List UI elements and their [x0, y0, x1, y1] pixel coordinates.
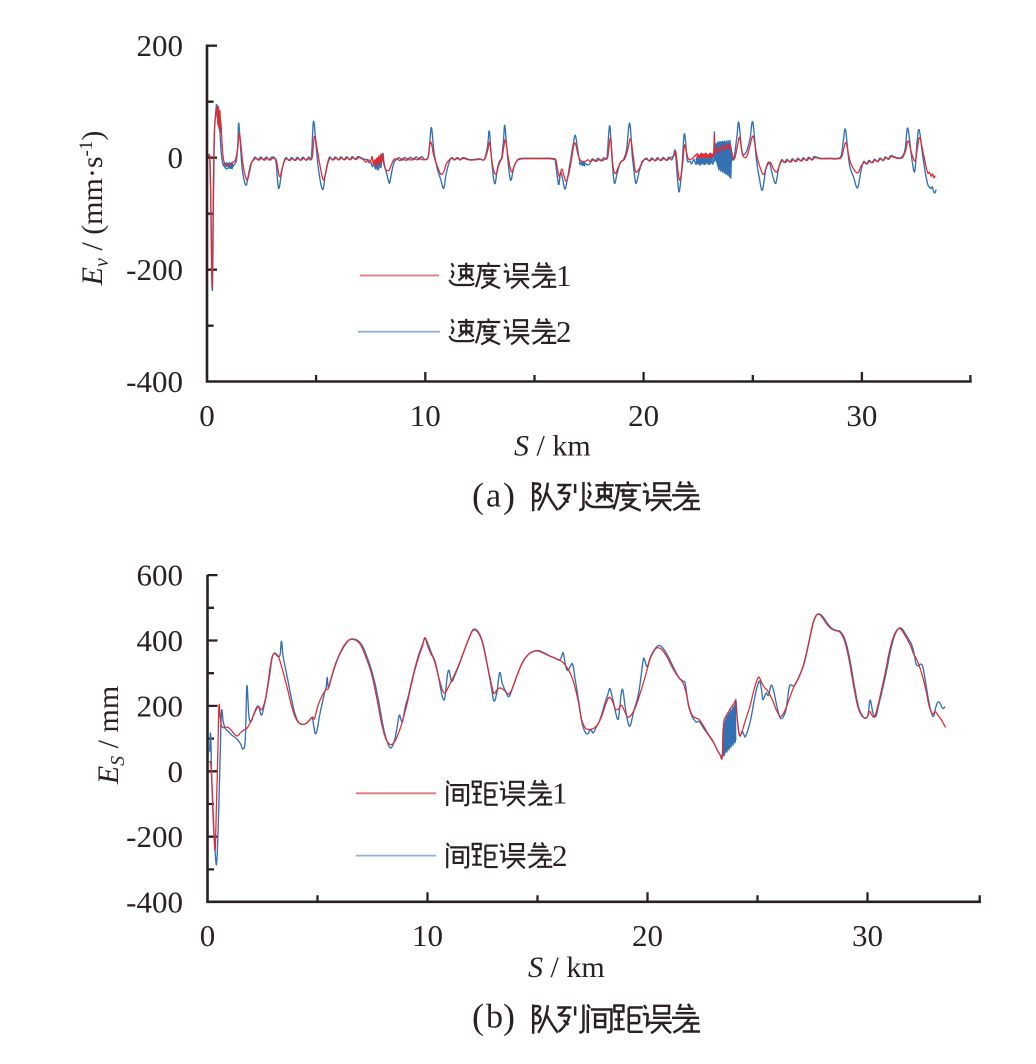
svg-text:): )	[503, 997, 515, 1037]
svg-text:S / km: S / km	[514, 430, 591, 463]
svg-text:30: 30	[846, 398, 877, 433]
svg-text:0: 0	[199, 398, 215, 433]
svg-text:0: 0	[168, 754, 184, 789]
svg-text:400: 400	[137, 623, 184, 658]
svg-text:): )	[503, 476, 515, 516]
svg-text:30: 30	[852, 918, 883, 953]
svg-text:200: 200	[137, 688, 184, 723]
svg-text:(: (	[472, 997, 484, 1037]
svg-text:0: 0	[168, 140, 184, 175]
svg-text:ES / mm: ES / mm	[92, 686, 129, 785]
svg-text:20: 20	[628, 398, 659, 433]
svg-text:200: 200	[137, 28, 184, 63]
svg-text:-200: -200	[126, 252, 183, 287]
svg-text:S / km: S / km	[528, 951, 605, 984]
svg-text:-200: -200	[126, 819, 183, 854]
svg-text:20: 20	[632, 918, 663, 953]
svg-text:-400: -400	[126, 364, 183, 399]
svg-text:b: b	[486, 999, 503, 1036]
svg-text:Ev / (mm·s-1): Ev / (mm·s-1)	[76, 131, 113, 287]
svg-text:0: 0	[200, 918, 216, 953]
svg-text:1: 1	[556, 258, 572, 293]
svg-text:10: 10	[410, 398, 441, 433]
svg-text:1: 1	[552, 776, 568, 811]
svg-text:a: a	[486, 478, 501, 515]
svg-text:(: (	[472, 476, 484, 516]
svg-text:2: 2	[552, 838, 568, 873]
svg-text:-400: -400	[126, 885, 183, 920]
svg-text:600: 600	[137, 558, 184, 593]
svg-text:2: 2	[556, 314, 572, 349]
svg-text:10: 10	[412, 918, 443, 953]
